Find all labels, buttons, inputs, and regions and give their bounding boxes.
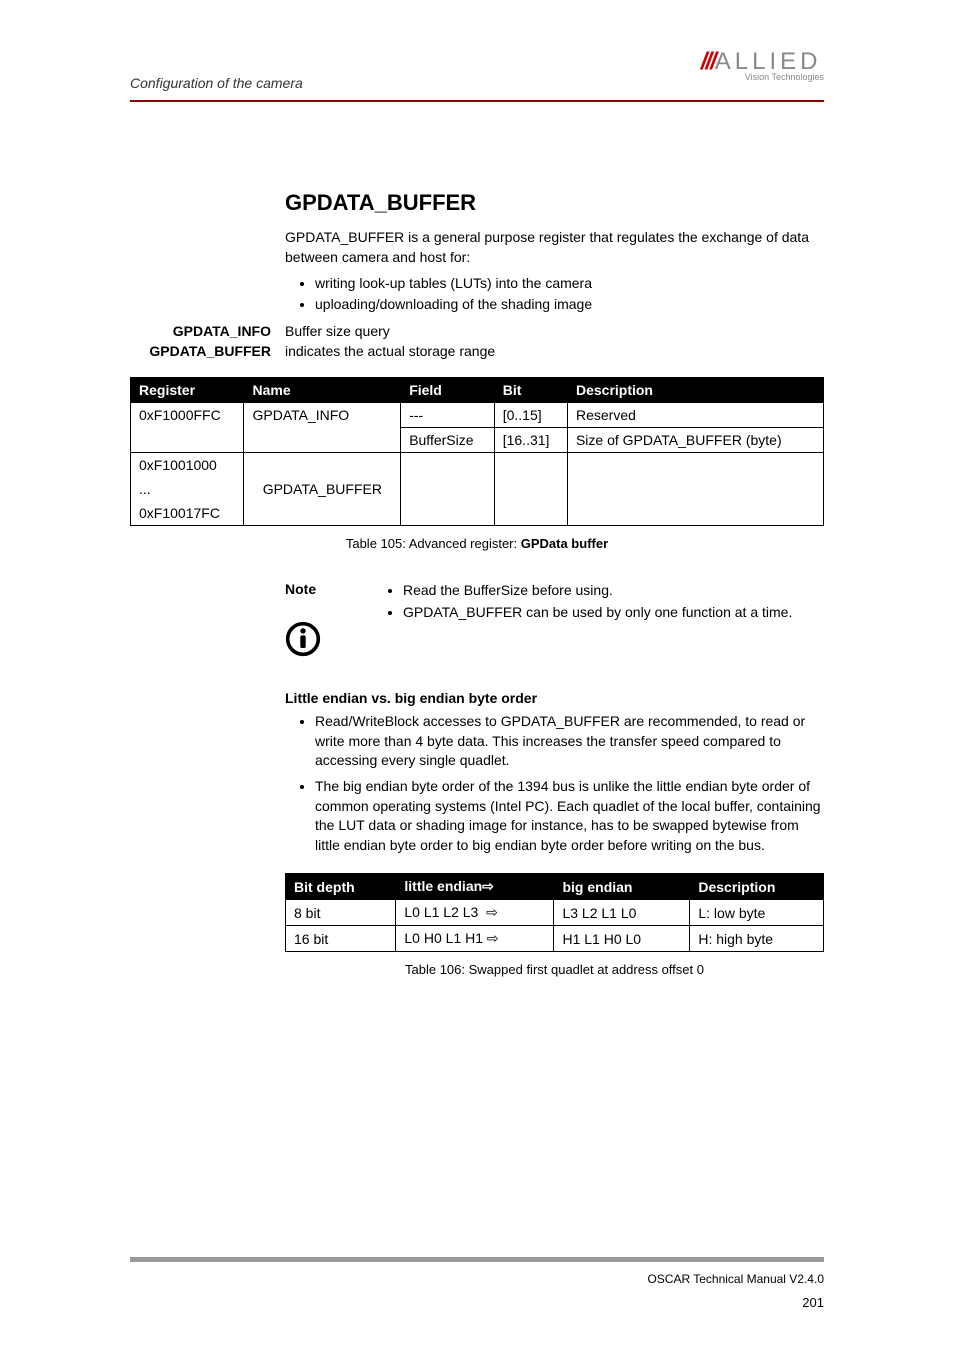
col-register: Register [131,378,244,403]
header-rule [130,100,824,102]
cell-field [401,453,495,526]
logo-slashes: /// [701,48,715,75]
cell-field: BufferSize [401,428,495,453]
cell-register: 0xF10017FC [131,501,244,526]
definition-label: GPDATA_BUFFER [130,343,285,359]
register-table: Register Name Field Bit Description 0xF1… [130,377,824,526]
note-left: Note [285,581,385,660]
note-item: GPDATA_BUFFER can be used by only one fu… [403,603,824,623]
intro-item: writing look-up tables (LUTs) into the c… [315,273,824,294]
col-description: Description [567,378,823,403]
brand-logo: ///ALLIED Vision Technologies [701,48,824,82]
definition-label: GPDATA_INFO [130,323,285,339]
caption-bold: GPData buffer [521,536,608,551]
page-content: GPDATA_BUFFER GPDATA_BUFFER is a general… [130,190,824,977]
cell-big-endian: H1 L1 H0 L0 [554,926,690,952]
col-little-endian: little endian⇨ [396,874,554,900]
cell-field: --- [401,403,495,428]
note-block: Note Read the BufferSize before using. G… [285,581,824,660]
table-row: 8 bit L0 L1 L2 L3 ⇨ L3 L2 L1 L0 L: low b… [286,900,824,926]
note-item: Read the BufferSize before using. [403,581,824,601]
endian-caption: Table 106: Swapped first quadlet at addr… [285,962,824,977]
header-section: Configuration of the camera [130,75,303,91]
col-description: Description [690,874,824,900]
cell-register: 0xF1001000 [131,453,244,478]
cell-desc: L: low byte [690,900,824,926]
intro-item: uploading/downloading of the shading ima… [315,294,824,315]
cell-desc: H: high byte [690,926,824,952]
table-header-row: Bit depth little endian⇨ big endian Desc… [286,874,824,900]
cell-desc [567,453,823,526]
col-field: Field [401,378,495,403]
cell-little-endian: L0 L1 L2 L3 ⇨ [396,900,554,926]
footer-doc: OSCAR Technical Manual V2.4.0 [647,1272,824,1286]
cell-little-endian: L0 H0 L1 H1 ⇨ [396,926,554,952]
definition-value: indicates the actual storage range [285,343,824,359]
logo-subtitle: Vision Technologies [745,72,824,82]
table-caption: Table 105: Advanced register: GPData buf… [130,536,824,551]
reg-addr: 0xF1001000 [139,457,217,473]
table-row: 0xF1000FFC GPDATA_INFO --- [0..15] Reser… [131,403,824,428]
page-number: 201 [802,1295,824,1310]
cell-register: 0xF1000FFC [131,403,244,453]
endian-table: Bit depth little endian⇨ big endian Desc… [285,873,824,952]
cell-register: ... [131,477,244,501]
note-label: Note [285,581,385,597]
intro-paragraph: GPDATA_BUFFER is a general purpose regis… [285,228,824,267]
cell-name: GPDATA_INFO [244,403,401,453]
definition-value: Buffer size query [285,323,824,339]
definition-row: GPDATA_BUFFER indicates the actual stora… [130,343,824,359]
footer-rule [130,1257,824,1262]
cell-bit: [16..31] [494,428,567,453]
cell-desc: Size of GPDATA_BUFFER (byte) [567,428,823,453]
col-big-endian: big endian [554,874,690,900]
table-row: 16 bit L0 H0 L1 H1 ⇨ H1 L1 H0 L0 H: high… [286,926,824,952]
cell-bitdepth: 16 bit [286,926,396,952]
col-bitdepth: Bit depth [286,874,396,900]
page-title: GPDATA_BUFFER [285,190,824,216]
cell-bit [494,453,567,526]
cell-name: GPDATA_BUFFER [244,453,401,526]
note-list: Read the BufferSize before using. GPDATA… [385,581,824,660]
cell-big-endian: L3 L2 L1 L0 [554,900,690,926]
col-bit: Bit [494,378,567,403]
body-item: The big endian byte order of the 1394 bu… [315,777,824,855]
cell-bitdepth: 8 bit [286,900,396,926]
cell-bit: [0..15] [494,403,567,428]
table-row: 0xF1001000 GPDATA_BUFFER [131,453,824,478]
table-header-row: Register Name Field Bit Description [131,378,824,403]
body-item: Read/WriteBlock accesses to GPDATA_BUFFE… [315,712,824,771]
body-list: Read/WriteBlock accesses to GPDATA_BUFFE… [285,712,824,855]
intro-list: writing look-up tables (LUTs) into the c… [285,273,824,315]
info-icon [285,621,331,660]
logo-brand: ALLIED [715,48,822,75]
caption-text: Table 105: Advanced register: [346,536,521,551]
col-name: Name [244,378,401,403]
definition-row: GPDATA_INFO Buffer size query [130,323,824,339]
subheading: Little endian vs. big endian byte order [285,690,824,706]
cell-desc: Reserved [567,403,823,428]
